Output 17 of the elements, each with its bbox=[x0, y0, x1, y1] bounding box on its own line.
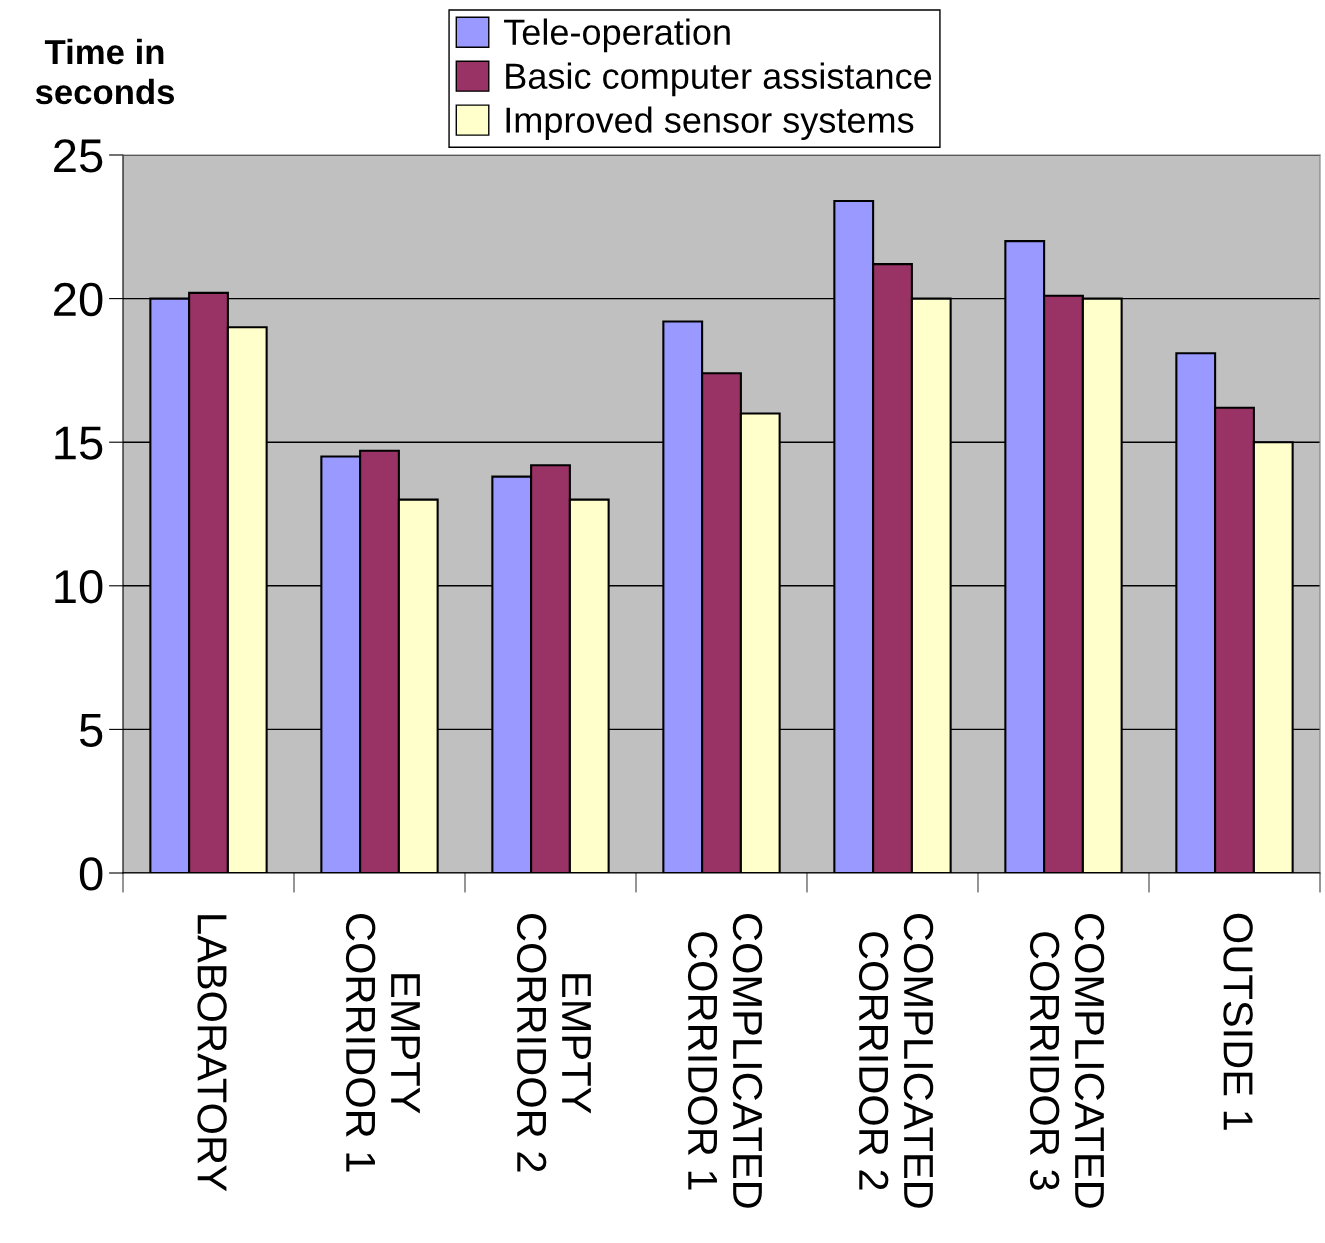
x-tick-label: COMPLICATED CORRIDOR 2 bbox=[858, 914, 934, 1208]
y-tick-label: 10 bbox=[55, 569, 103, 604]
legend-label: Improved sensor systems bbox=[506, 106, 914, 141]
x-tick-label: COMPLICATED CORRIDOR 3 bbox=[1029, 914, 1105, 1208]
y-tick-label: 0 bbox=[79, 857, 103, 891]
x-tick-label: COMPLICATED CORRIDOR 1 bbox=[687, 914, 763, 1208]
y-tick-label: 25 bbox=[54, 139, 103, 173]
x-tick-label: EMPTY CORRIDOR 1 bbox=[345, 914, 420, 1172]
x-tick-label: OUTSIDE 1 bbox=[1223, 913, 1253, 1130]
y-tick-label: 15 bbox=[55, 426, 103, 460]
legend-label: Tele-operation bbox=[504, 18, 730, 53]
y-tick-label: 20 bbox=[54, 282, 103, 317]
y-tick-label: 5 bbox=[79, 714, 103, 747]
y-axis-title: Time in seconds bbox=[35, 38, 175, 105]
legend-label: Basic computer assistance bbox=[506, 62, 932, 97]
x-tick-label: LABORATORY bbox=[197, 915, 227, 1192]
x-tick-label: EMPTY CORRIDOR 2 bbox=[516, 914, 591, 1172]
